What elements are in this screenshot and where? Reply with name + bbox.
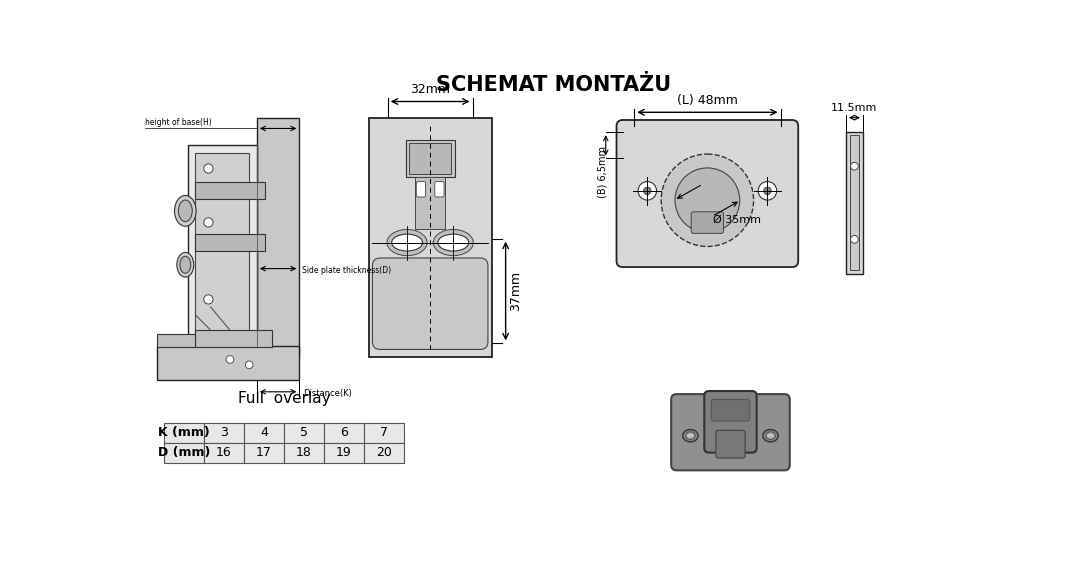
Circle shape	[643, 187, 651, 194]
Bar	[244, 422, 284, 443]
FancyBboxPatch shape	[711, 400, 750, 421]
Bar	[850, 136, 859, 270]
Ellipse shape	[180, 256, 191, 273]
Circle shape	[638, 182, 656, 200]
Circle shape	[850, 162, 858, 170]
Text: SCHEMAT MONTAŻU: SCHEMAT MONTAŻU	[436, 75, 671, 95]
Text: (B) 6,5mm: (B) 6,5mm	[598, 146, 607, 198]
FancyBboxPatch shape	[369, 119, 492, 357]
Bar	[244, 443, 284, 463]
Text: 32mm: 32mm	[410, 83, 450, 96]
Ellipse shape	[766, 432, 775, 439]
Bar	[195, 330, 272, 347]
Text: Side plate thickness(D): Side plate thickness(D)	[302, 266, 391, 275]
Bar	[195, 182, 264, 200]
Text: 4: 4	[260, 426, 268, 439]
Text: (L) 48mm: (L) 48mm	[677, 94, 738, 107]
Text: Full  overlay: Full overlay	[237, 390, 330, 406]
FancyBboxPatch shape	[435, 182, 445, 197]
Circle shape	[204, 295, 213, 304]
Ellipse shape	[763, 430, 778, 442]
Bar	[415, 177, 445, 230]
Bar	[195, 153, 249, 338]
Text: D (mm): D (mm)	[158, 446, 210, 459]
Circle shape	[204, 164, 213, 173]
Text: Distance(K): Distance(K)	[303, 389, 352, 398]
FancyBboxPatch shape	[692, 212, 724, 233]
Ellipse shape	[177, 253, 194, 277]
Bar	[156, 345, 299, 380]
Text: 37mm: 37mm	[509, 271, 522, 311]
Text: 5: 5	[300, 426, 308, 439]
Circle shape	[661, 154, 753, 246]
Text: K (mm): K (mm)	[158, 426, 209, 439]
FancyBboxPatch shape	[671, 394, 790, 470]
Bar	[195, 234, 264, 251]
Circle shape	[764, 187, 771, 194]
Bar	[257, 119, 299, 357]
Bar	[324, 422, 364, 443]
Bar	[188, 145, 257, 345]
Text: 18: 18	[296, 446, 312, 459]
Bar	[364, 443, 404, 463]
Ellipse shape	[683, 430, 698, 442]
Ellipse shape	[178, 200, 192, 222]
Bar	[284, 443, 324, 463]
Text: 20: 20	[377, 446, 392, 459]
Circle shape	[850, 235, 858, 243]
FancyBboxPatch shape	[715, 430, 746, 458]
Bar	[156, 334, 195, 347]
Bar	[284, 422, 324, 443]
Ellipse shape	[438, 234, 468, 251]
Bar	[409, 143, 451, 174]
Ellipse shape	[175, 196, 196, 226]
Bar	[364, 422, 404, 443]
Text: height of base(H): height of base(H)	[146, 118, 211, 127]
Ellipse shape	[387, 230, 427, 256]
Ellipse shape	[434, 230, 474, 256]
Circle shape	[759, 182, 777, 200]
Text: 11.5mm: 11.5mm	[831, 103, 877, 113]
FancyBboxPatch shape	[616, 120, 798, 267]
Text: Ø 35mm: Ø 35mm	[713, 215, 761, 225]
Text: 3: 3	[220, 426, 228, 439]
Circle shape	[245, 361, 254, 369]
Bar	[846, 132, 863, 274]
Bar	[324, 443, 364, 463]
Circle shape	[227, 356, 234, 363]
FancyBboxPatch shape	[372, 258, 488, 349]
Bar	[164, 443, 204, 463]
Text: 6: 6	[340, 426, 347, 439]
Text: 7: 7	[380, 426, 388, 439]
Text: 19: 19	[336, 446, 352, 459]
Bar	[406, 140, 455, 177]
FancyBboxPatch shape	[416, 182, 425, 197]
FancyBboxPatch shape	[705, 391, 756, 453]
Text: 17: 17	[256, 446, 272, 459]
Bar	[204, 422, 244, 443]
Bar	[204, 443, 244, 463]
Ellipse shape	[686, 432, 695, 439]
Circle shape	[204, 218, 213, 227]
Circle shape	[675, 168, 740, 233]
Bar	[164, 422, 204, 443]
Text: 16: 16	[216, 446, 232, 459]
Ellipse shape	[392, 234, 423, 251]
